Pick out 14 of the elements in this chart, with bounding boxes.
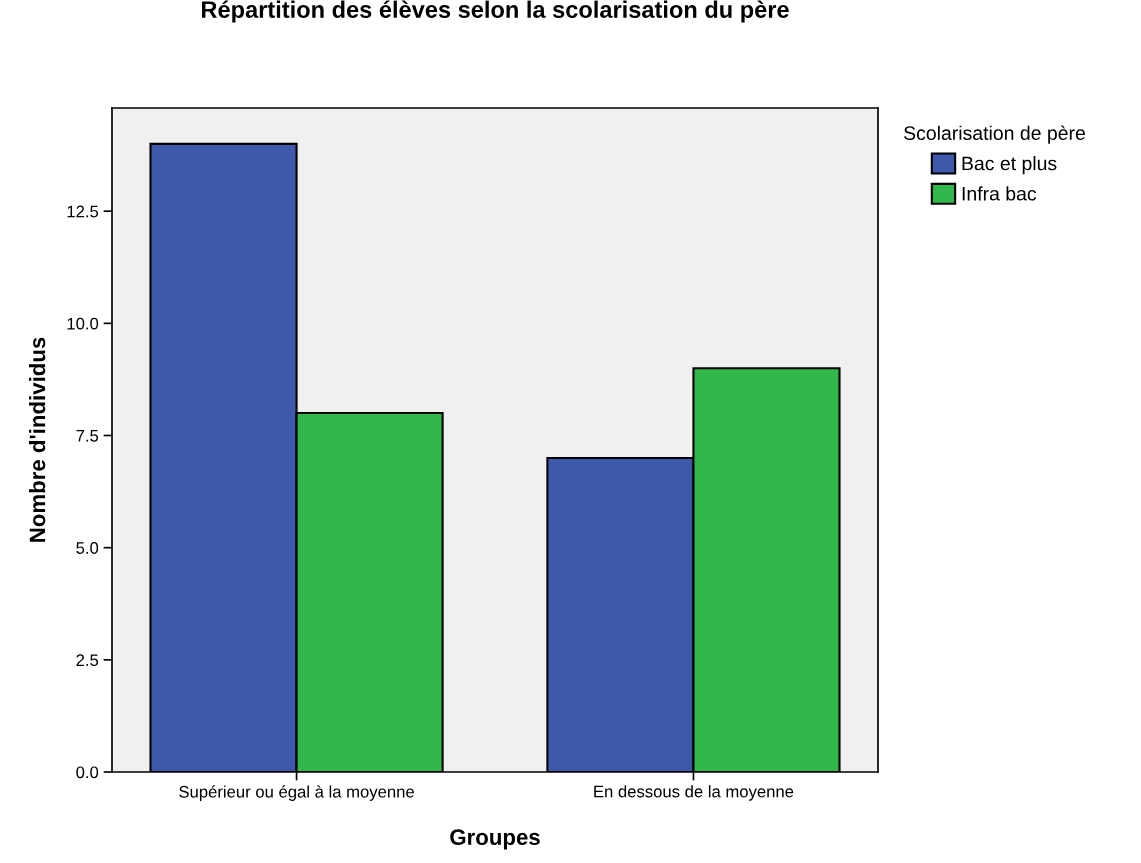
x-tick-label: En dessous de la moyenne: [594, 785, 794, 801]
y-tick-label: 7.5: [76, 430, 99, 442]
y-tick-label: 0.0: [76, 766, 99, 779]
y-tick-label: 5.0: [76, 542, 99, 554]
x-axis-title: Groupes: [450, 829, 540, 850]
legend-title: Scolarisation de père: [904, 125, 1085, 144]
legend-label: Bac et plus: [962, 156, 1057, 175]
x-tick-label: Supérieur ou égal à la moyenne: [179, 785, 414, 801]
y-axis-title: Nombre d'individus: [28, 337, 46, 542]
chart-title: Répartition des élèves selon la scolarisation du père: [202, 0, 789, 23]
legend-label: Infra bac: [962, 186, 1037, 201]
y-tick-label: 12.5: [67, 205, 99, 218]
y-tick-label: 10.0: [67, 317, 99, 330]
y-tick-label: 2.5: [76, 654, 99, 667]
